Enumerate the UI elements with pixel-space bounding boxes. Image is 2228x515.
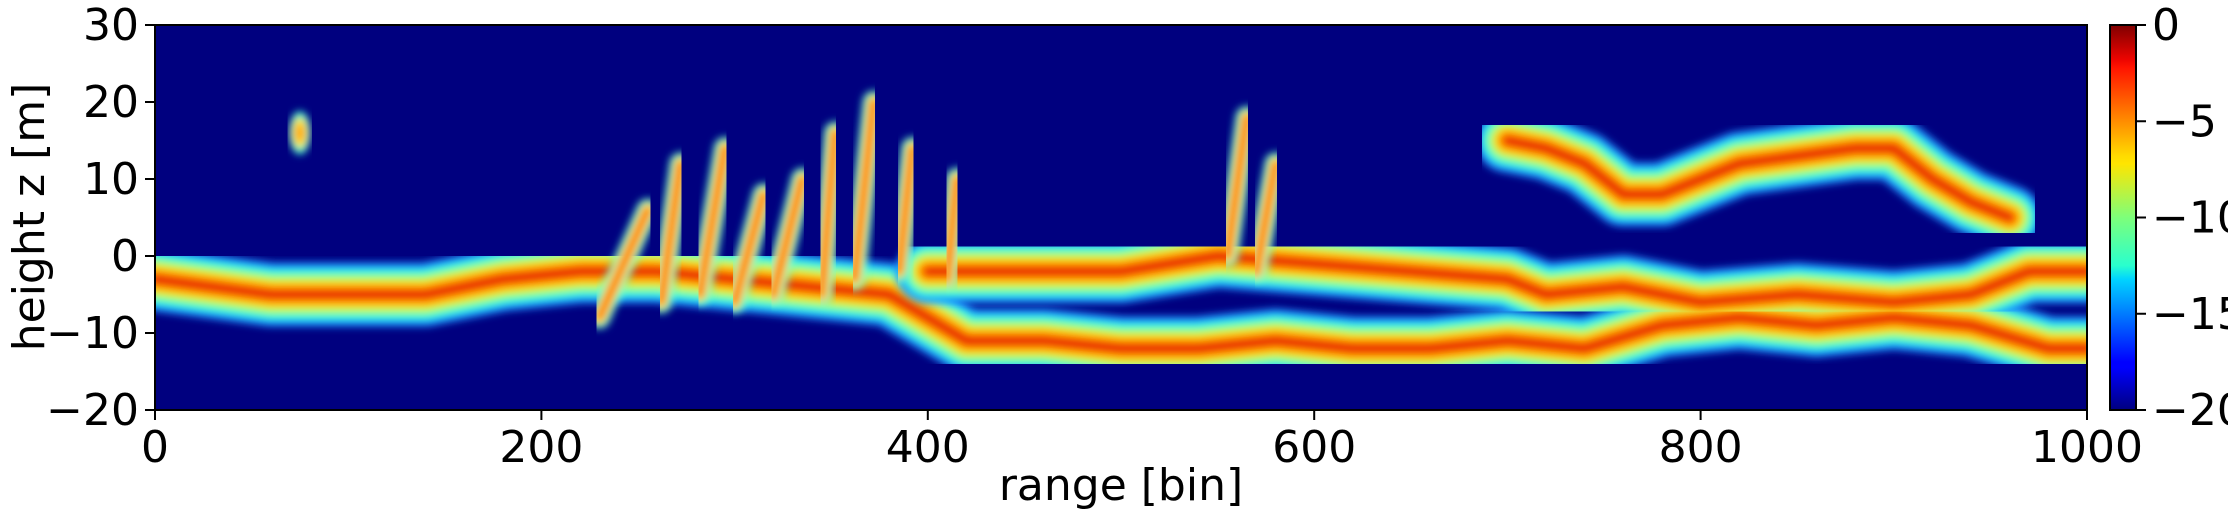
- x-tick-label: 0: [141, 422, 169, 473]
- y-tick-label: −20: [46, 385, 139, 436]
- heat-streak: [1245, 152, 1287, 283]
- heat-band: [923, 252, 2087, 307]
- heat-band: [1224, 114, 1250, 259]
- heat-streak: [843, 91, 885, 291]
- heatmap-bands: [155, 91, 2087, 381]
- heat-band: [696, 145, 728, 298]
- heat-band: [851, 99, 877, 283]
- heat-band: [731, 191, 767, 306]
- y-axis: −20 −10 0 10 20 30: [46, 0, 155, 436]
- colorbar-tick-label: −10: [2152, 193, 2228, 244]
- y-tick-label: −10: [46, 308, 139, 359]
- heat-band: [818, 129, 839, 298]
- heat-band: [658, 160, 684, 306]
- plot-frame: [154, 24, 2088, 411]
- colorbar-tick-label: 0: [2152, 0, 2180, 51]
- x-tick-label: 200: [499, 422, 583, 473]
- heat-streak: [810, 121, 847, 306]
- y-tick-label: 10: [83, 154, 139, 205]
- heat-band: [596, 206, 651, 321]
- heat-streak: [887, 137, 924, 283]
- heat-band: [1253, 160, 1279, 275]
- heat-streak: [723, 183, 775, 314]
- y-axis-label: height z [m]: [4, 83, 55, 352]
- y-tick-label: 20: [83, 77, 139, 128]
- y-tick-label: 30: [83, 0, 139, 51]
- x-tick-label: 400: [886, 422, 970, 473]
- colorbar: [2109, 24, 2137, 411]
- heat-band: [296, 125, 304, 141]
- heat-streak: [588, 198, 659, 329]
- heat-patch: [289, 111, 311, 155]
- colorbar-tick-label: −15: [2152, 289, 2228, 340]
- heat-band: [1503, 136, 2014, 222]
- heat-streak: [688, 137, 736, 306]
- x-axis-label: range [bin]: [999, 460, 1243, 511]
- colorbar-tick-label: −5: [2152, 96, 2217, 147]
- heat-band: [944, 176, 960, 283]
- x-tick-label: 800: [1659, 422, 1743, 473]
- y-tick-label: 0: [111, 231, 139, 282]
- heat-band: [895, 145, 916, 275]
- heat-layer-upper: [1475, 108, 2042, 250]
- heat-streak: [762, 168, 814, 306]
- colorbar-ticks: 0 −5 −10 −15 −20: [2136, 0, 2228, 436]
- heat-streak: [1216, 106, 1258, 267]
- heat-layer-middle: [895, 224, 2087, 335]
- heat-band: [770, 176, 806, 298]
- heat-streak: [936, 168, 968, 291]
- colorbar-tick-label: −20: [2152, 385, 2228, 436]
- x-axis: 0 200 400 600 800 1000: [141, 410, 2143, 473]
- x-tick-label: 1000: [2031, 422, 2143, 473]
- heat-streak: [650, 152, 692, 314]
- x-tick-label: 600: [1272, 422, 1356, 473]
